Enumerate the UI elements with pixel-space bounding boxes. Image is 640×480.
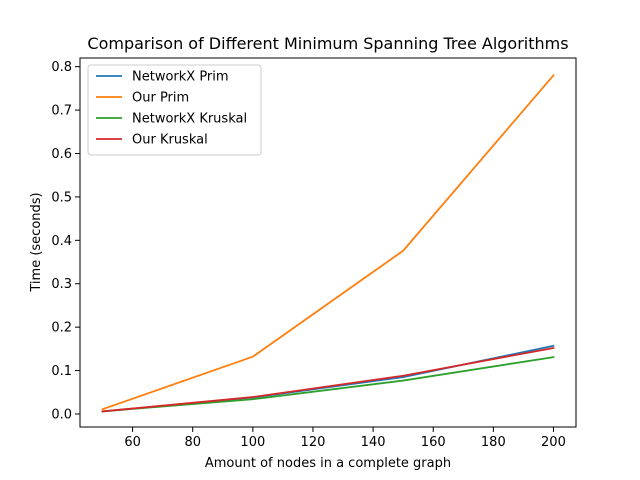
y-tick-label: 0.8 xyxy=(51,60,72,75)
series-line-our-kruskal xyxy=(101,346,555,413)
x-tick-label: 140 xyxy=(361,435,386,450)
series-lines xyxy=(101,74,555,413)
legend: NetworkX Prim Our Prim NetworkX Kruskal Our… xyxy=(87,64,262,156)
y-tick-label: 0.7 xyxy=(51,104,72,119)
y-axis: 0.0 0.1 0.2 0.3 0.4 0.5 0.6 0.7 0.8 xyxy=(51,60,80,422)
legend-label: NetworkX Prim xyxy=(132,70,229,85)
y-tick-label: 0.6 xyxy=(51,147,72,162)
x-tick-label: 120 xyxy=(301,435,326,450)
y-axis-label: Time (seconds) xyxy=(29,192,44,292)
y-tick-label: 0.1 xyxy=(51,364,72,379)
x-tick-label: 60 xyxy=(124,435,141,450)
legend-box xyxy=(87,64,262,156)
y-tick-label: 0.4 xyxy=(51,234,72,249)
legend-label: Our Kruskal xyxy=(132,133,208,148)
legend-label: NetworkX Kruskal xyxy=(132,112,247,127)
y-tick-label: 0.2 xyxy=(51,321,72,336)
series-line-networkx-kruskal xyxy=(101,356,555,413)
x-axis: 60 80 100 120 140 160 180 200 xyxy=(124,427,566,450)
x-tick-label: 80 xyxy=(184,435,201,450)
chart-title: Comparison of Different Minimum Spanning… xyxy=(87,34,568,53)
series-line-our-prim xyxy=(101,74,555,411)
x-tick-label: 100 xyxy=(240,435,265,450)
y-tick-label: 0.3 xyxy=(51,277,72,292)
x-tick-label: 160 xyxy=(421,435,446,450)
x-tick-label: 200 xyxy=(541,435,566,450)
x-tick-label: 180 xyxy=(481,435,506,450)
x-axis-label: Amount of nodes in a complete graph xyxy=(205,456,451,471)
legend-label: Our Prim xyxy=(132,91,189,106)
y-tick-label: 0.5 xyxy=(51,190,72,205)
axes-frame xyxy=(79,57,577,428)
y-tick-label: 0.0 xyxy=(51,407,72,422)
